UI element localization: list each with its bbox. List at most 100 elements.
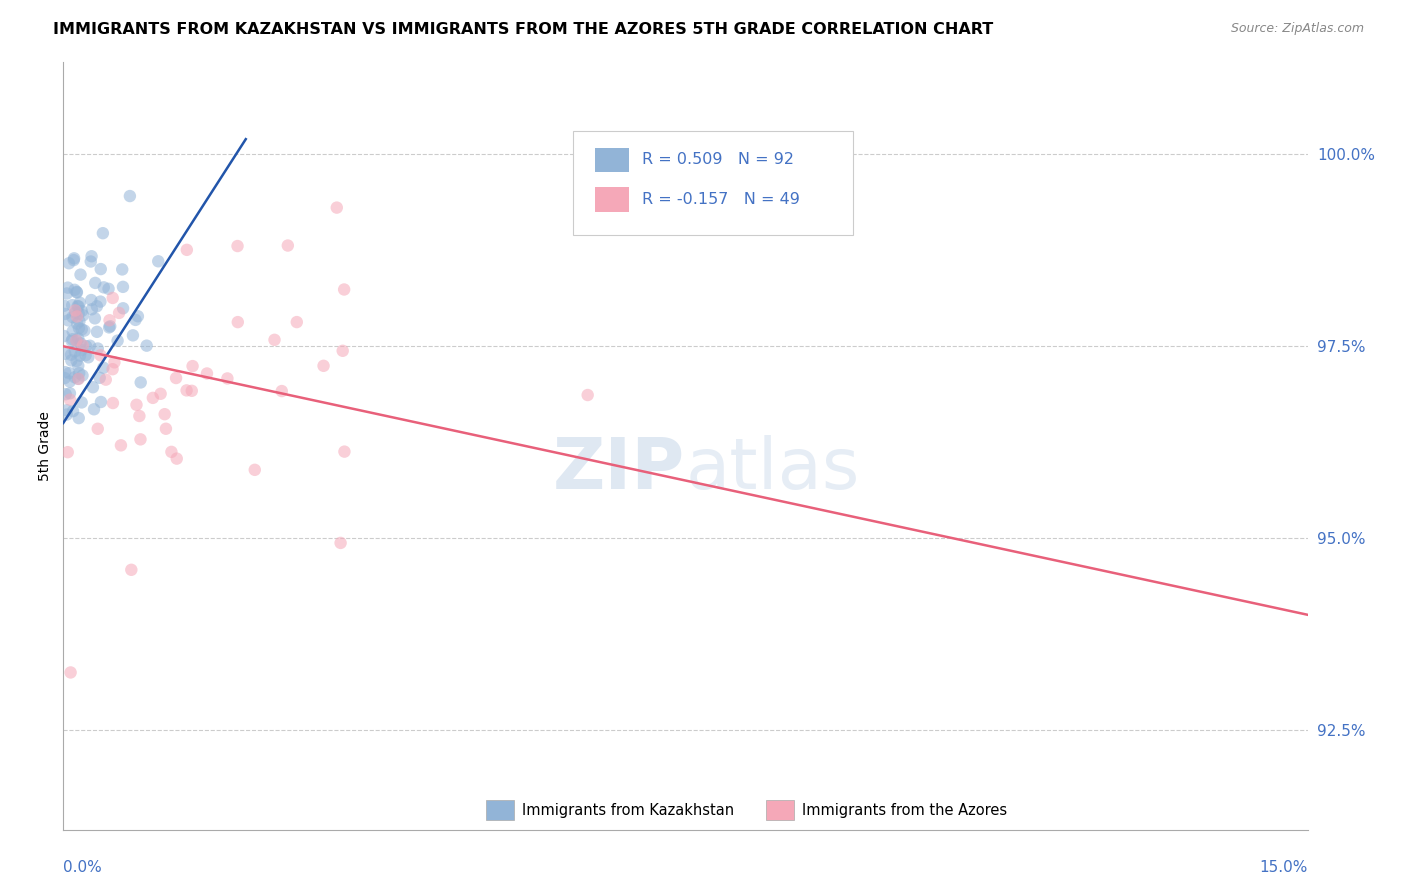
Point bbox=[60, 298, 83, 312]
Point bbox=[135, 339, 157, 353]
Text: Immigrants from Kazakhstan: Immigrants from Kazakhstan bbox=[523, 803, 734, 818]
Text: 0.0%: 0.0% bbox=[63, 860, 103, 875]
Point bbox=[63, 283, 86, 297]
Point bbox=[69, 268, 91, 282]
Point bbox=[94, 373, 117, 387]
Point bbox=[70, 343, 93, 358]
Point bbox=[67, 299, 90, 313]
Point bbox=[75, 339, 97, 353]
Point bbox=[155, 422, 177, 436]
Point bbox=[176, 243, 198, 257]
Text: ZIP: ZIP bbox=[553, 434, 686, 503]
Point bbox=[333, 283, 356, 297]
Point bbox=[127, 310, 149, 324]
Point bbox=[65, 285, 87, 299]
Point bbox=[217, 371, 239, 385]
Point bbox=[59, 665, 82, 680]
Point bbox=[83, 311, 105, 326]
Point bbox=[67, 411, 90, 425]
Point bbox=[66, 317, 89, 331]
Point bbox=[93, 280, 115, 294]
Bar bbox=[595, 147, 630, 172]
Text: R = 0.509   N = 92: R = 0.509 N = 92 bbox=[643, 153, 794, 168]
Point bbox=[87, 342, 110, 356]
Point bbox=[59, 375, 82, 389]
Point bbox=[56, 286, 79, 301]
Point bbox=[98, 319, 121, 334]
Point bbox=[87, 422, 110, 436]
Point bbox=[153, 407, 176, 421]
Point bbox=[160, 445, 183, 459]
Point bbox=[67, 366, 90, 380]
Point bbox=[226, 315, 249, 329]
Point bbox=[72, 368, 94, 383]
Point bbox=[62, 332, 84, 346]
Point bbox=[89, 371, 111, 385]
Text: 15.0%: 15.0% bbox=[1260, 860, 1308, 875]
Point bbox=[333, 444, 356, 458]
Point bbox=[63, 370, 86, 384]
Point bbox=[122, 328, 145, 343]
Point bbox=[79, 339, 101, 353]
Point bbox=[181, 359, 204, 373]
Point bbox=[576, 388, 599, 402]
Point bbox=[55, 387, 77, 401]
Point bbox=[59, 392, 82, 407]
Point bbox=[65, 303, 87, 318]
Point bbox=[111, 262, 134, 277]
Point bbox=[103, 355, 125, 369]
Point bbox=[58, 313, 80, 327]
Point bbox=[110, 438, 132, 452]
Point bbox=[53, 371, 76, 385]
Point bbox=[98, 313, 121, 327]
Point bbox=[329, 536, 352, 550]
Point bbox=[70, 322, 93, 336]
Point bbox=[62, 253, 84, 268]
Point bbox=[67, 307, 90, 321]
Point bbox=[72, 308, 94, 322]
Text: IMMIGRANTS FROM KAZAKHSTAN VS IMMIGRANTS FROM THE AZORES 5TH GRADE CORRELATION C: IMMIGRANTS FROM KAZAKHSTAN VS IMMIGRANTS… bbox=[53, 22, 994, 37]
Point bbox=[67, 359, 90, 373]
Point bbox=[142, 391, 165, 405]
Bar bbox=[595, 187, 630, 212]
Point bbox=[65, 354, 87, 368]
Point bbox=[53, 365, 76, 379]
Point bbox=[63, 306, 86, 320]
Point bbox=[73, 324, 96, 338]
Bar bbox=[486, 800, 513, 821]
Point bbox=[98, 320, 121, 334]
Point bbox=[66, 310, 89, 324]
Point bbox=[107, 334, 129, 348]
Point bbox=[63, 344, 86, 359]
Point bbox=[77, 351, 100, 365]
Point bbox=[176, 384, 198, 398]
Point bbox=[80, 293, 103, 307]
Point bbox=[89, 348, 111, 362]
Point bbox=[58, 366, 80, 380]
Point bbox=[53, 299, 76, 313]
Point bbox=[67, 372, 90, 386]
Point bbox=[67, 314, 90, 328]
Point bbox=[82, 380, 104, 394]
Point bbox=[90, 395, 112, 409]
Point bbox=[53, 347, 76, 361]
Point bbox=[86, 325, 108, 339]
Point bbox=[166, 451, 188, 466]
Point bbox=[72, 338, 94, 352]
Point bbox=[67, 372, 90, 386]
FancyBboxPatch shape bbox=[574, 131, 853, 235]
Text: Immigrants from the Azores: Immigrants from the Azores bbox=[803, 803, 1008, 818]
Point bbox=[65, 334, 87, 348]
Point bbox=[90, 262, 112, 277]
Point bbox=[129, 433, 152, 447]
Point bbox=[128, 409, 150, 423]
Point bbox=[270, 384, 292, 398]
Point bbox=[326, 201, 349, 215]
Point bbox=[243, 463, 266, 477]
Point bbox=[84, 276, 107, 290]
Point bbox=[226, 239, 249, 253]
Point bbox=[93, 360, 115, 375]
Point bbox=[86, 299, 108, 313]
Point bbox=[97, 282, 120, 296]
Point bbox=[69, 336, 91, 351]
